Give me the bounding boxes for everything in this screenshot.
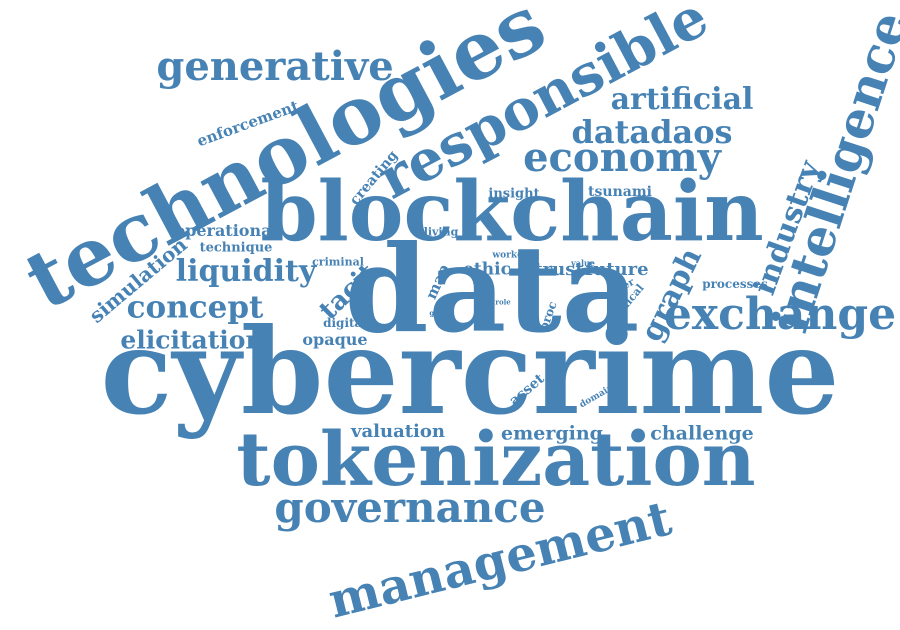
word-data: data [344,219,640,360]
word-governance: governance [274,483,546,532]
word-opaque: opaque [302,330,368,349]
word-operational: operational [174,221,278,240]
word-value: value [571,258,595,268]
word-technique: technique [199,240,273,256]
word-elicitation: elicitation [120,325,264,355]
word-cybercrime: cybercrime [100,302,840,441]
word-living: living [423,225,459,239]
word-criminal: criminal [312,255,364,269]
word-liquidity: liquidity [175,254,317,289]
word-valuation: valuation [351,421,445,442]
word-generative: generative [156,43,394,90]
word-digital: digital [323,316,367,330]
word-economy: economy [523,134,721,181]
word-tsunami: tsunami [588,184,652,200]
word-role: role [495,297,511,307]
word-artificial: artificial [610,82,754,117]
word-trust: trust [534,259,584,280]
word-future: future [585,259,649,280]
word-concept: concept [126,289,264,326]
word-exchange: exchange [663,289,897,340]
word-ethic: ethic [463,259,511,280]
word-challenge: challenge [650,422,754,445]
word-insight: insight [488,186,540,202]
word-emerging: emerging [501,422,603,445]
word-worker: worker [492,250,528,261]
word-blockchain: blockchain [260,164,764,260]
word-game: game [429,308,451,318]
word-datadaos: datadaos [571,113,733,151]
word-processes: processes [702,277,768,291]
word-tokenization: tokenization [236,417,756,503]
